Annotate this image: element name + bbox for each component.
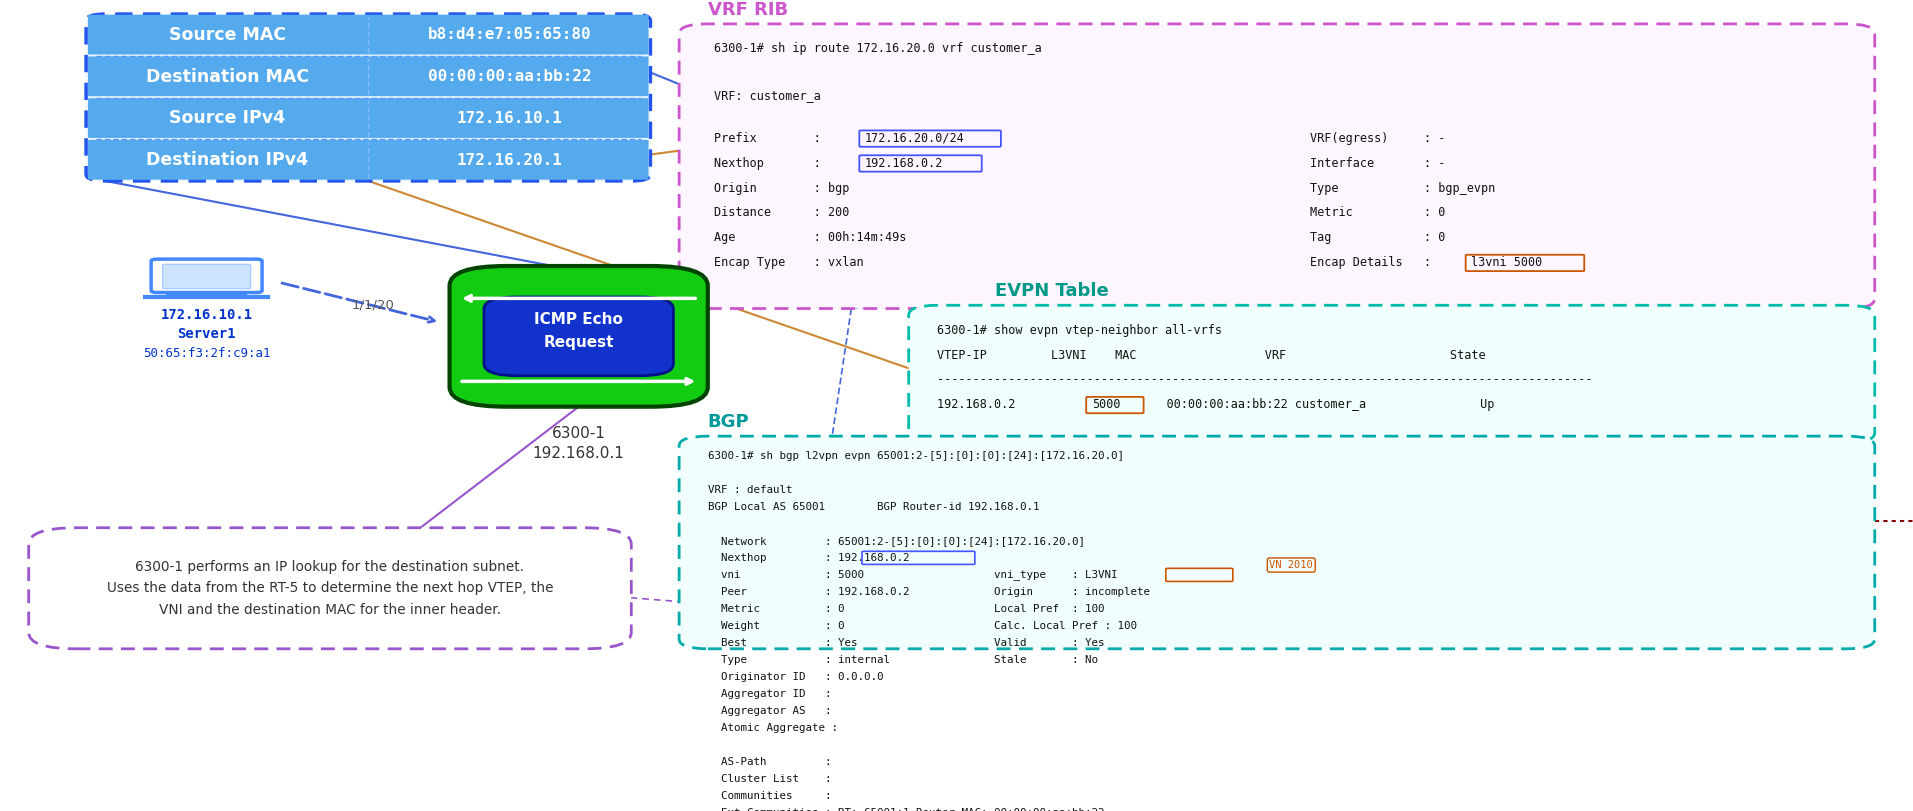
Text: Metric          : 0                       Local Pref  : 100: Metric : 0 Local Pref : 100 bbox=[708, 604, 1104, 614]
Text: 6300-1 performs an IP lookup for the destination subnet.
Uses the data from the : 6300-1 performs an IP lookup for the des… bbox=[107, 560, 553, 617]
FancyBboxPatch shape bbox=[88, 57, 649, 97]
Text: VRF: customer_a: VRF: customer_a bbox=[714, 89, 821, 102]
Text: Interface       : -: Interface : - bbox=[1310, 157, 1446, 169]
Text: Cluster List    :: Cluster List : bbox=[708, 774, 832, 784]
FancyBboxPatch shape bbox=[86, 14, 650, 181]
FancyBboxPatch shape bbox=[679, 24, 1875, 308]
FancyBboxPatch shape bbox=[151, 260, 262, 293]
Text: 192.168.0.2: 192.168.0.2 bbox=[865, 157, 943, 169]
FancyBboxPatch shape bbox=[88, 139, 649, 179]
Text: Metric          : 0: Metric : 0 bbox=[1310, 206, 1446, 219]
Text: Request: Request bbox=[543, 336, 614, 350]
Text: Originator ID   : 0.0.0.0: Originator ID : 0.0.0.0 bbox=[708, 672, 884, 682]
Text: Nexthop         : 192.168.0.2: Nexthop : 192.168.0.2 bbox=[708, 553, 909, 563]
Text: Source MAC: Source MAC bbox=[168, 26, 285, 44]
Text: Network         : 65001:2-[5]:[0]:[0]:[24]:[172.16.20.0]: Network : 65001:2-[5]:[0]:[0]:[24]:[172.… bbox=[708, 536, 1085, 546]
Text: b8:d4:e7:05:65:80: b8:d4:e7:05:65:80 bbox=[427, 28, 591, 42]
Text: Server1: Server1 bbox=[178, 327, 235, 341]
Text: BGP: BGP bbox=[708, 413, 750, 431]
Text: Weight          : 0                       Calc. Local Pref : 100: Weight : 0 Calc. Local Pref : 100 bbox=[708, 621, 1136, 631]
Text: Communities     :: Communities : bbox=[708, 791, 832, 801]
FancyBboxPatch shape bbox=[29, 528, 631, 649]
Text: Source IPv4: Source IPv4 bbox=[168, 109, 285, 127]
Text: Origin        : bgp: Origin : bgp bbox=[714, 182, 849, 195]
Text: 6300-1# sh bgp l2vpn evpn 65001:2-[5]:[0]:[0]:[24]:[172.16.20.0]: 6300-1# sh bgp l2vpn evpn 65001:2-[5]:[0… bbox=[708, 451, 1123, 461]
Text: Encap Details   :: Encap Details : bbox=[1310, 256, 1439, 269]
FancyBboxPatch shape bbox=[450, 266, 708, 406]
FancyBboxPatch shape bbox=[88, 15, 649, 54]
Text: AS-Path         :: AS-Path : bbox=[708, 757, 832, 767]
Text: 172.16.10.1: 172.16.10.1 bbox=[457, 111, 562, 126]
Text: Tag             : 0: Tag : 0 bbox=[1310, 231, 1446, 244]
Text: 6300-1: 6300-1 bbox=[551, 427, 606, 441]
Text: Destination IPv4: Destination IPv4 bbox=[145, 151, 308, 169]
Text: Type            : internal                Stale       : No: Type : internal Stale : No bbox=[708, 655, 1098, 665]
Text: vni             : 5000                    vni_type    : L3VNI: vni : 5000 vni_type : L3VNI bbox=[708, 569, 1117, 581]
Text: Aggregator ID   :: Aggregator ID : bbox=[708, 689, 832, 699]
Text: Destination MAC: Destination MAC bbox=[145, 67, 308, 86]
Text: VRF RIB: VRF RIB bbox=[708, 1, 788, 19]
Text: Encap Type    : vxlan: Encap Type : vxlan bbox=[714, 256, 863, 269]
Text: Best            : Yes                     Valid       : Yes: Best : Yes Valid : Yes bbox=[708, 638, 1104, 648]
Text: Distance      : 200: Distance : 200 bbox=[714, 206, 849, 219]
Text: 192.168.0.2: 192.168.0.2 bbox=[937, 398, 1052, 411]
Text: Peer            : 192.168.0.2             Origin      : incomplete: Peer : 192.168.0.2 Origin : incomplete bbox=[708, 587, 1150, 597]
Text: 172.16.20.0/24: 172.16.20.0/24 bbox=[865, 131, 964, 145]
Text: 00:00:00:aa:bb:22: 00:00:00:aa:bb:22 bbox=[427, 69, 591, 84]
Text: Type            : bgp_evpn: Type : bgp_evpn bbox=[1310, 182, 1496, 195]
Text: VRF : default: VRF : default bbox=[708, 485, 792, 495]
FancyBboxPatch shape bbox=[484, 297, 673, 375]
FancyBboxPatch shape bbox=[909, 305, 1875, 443]
Text: 192.168.0.1: 192.168.0.1 bbox=[532, 446, 626, 461]
Text: ICMP Echo: ICMP Echo bbox=[534, 312, 624, 328]
Text: VN 2010: VN 2010 bbox=[1270, 560, 1312, 570]
Text: 172.16.10.1: 172.16.10.1 bbox=[161, 307, 253, 321]
Text: --------------------------------------------------------------------------------: ----------------------------------------… bbox=[937, 373, 1594, 386]
Text: 6300-1# sh ip route 172.16.20.0 vrf customer_a: 6300-1# sh ip route 172.16.20.0 vrf cust… bbox=[714, 42, 1041, 55]
Text: l3vni 5000: l3vni 5000 bbox=[1471, 256, 1542, 269]
Text: 50:65:f3:2f:c9:a1: 50:65:f3:2f:c9:a1 bbox=[143, 347, 270, 360]
Text: Aggregator AS   :: Aggregator AS : bbox=[708, 706, 832, 716]
Text: Atomic Aggregate :: Atomic Aggregate : bbox=[708, 723, 838, 733]
Text: 00:00:00:aa:bb:22 customer_a                Up: 00:00:00:aa:bb:22 customer_a Up bbox=[1131, 398, 1494, 411]
Text: 172.16.20.1: 172.16.20.1 bbox=[457, 152, 562, 168]
Text: EVPN Table: EVPN Table bbox=[995, 282, 1108, 300]
Text: 1/1/20: 1/1/20 bbox=[352, 298, 394, 311]
Text: BGP Local AS 65001        BGP Router-id 192.168.0.1: BGP Local AS 65001 BGP Router-id 192.168… bbox=[708, 502, 1039, 512]
FancyBboxPatch shape bbox=[163, 264, 251, 289]
Text: Nexthop       :: Nexthop : bbox=[714, 157, 828, 169]
FancyBboxPatch shape bbox=[679, 436, 1875, 649]
Text: 6300-1# show evpn vtep-neighbor all-vrfs: 6300-1# show evpn vtep-neighbor all-vrfs bbox=[937, 324, 1222, 337]
Text: 5000: 5000 bbox=[1092, 398, 1121, 411]
Text: Age           : 00h:14m:49s: Age : 00h:14m:49s bbox=[714, 231, 907, 244]
Text: VTEP-IP         L3VNI    MAC                  VRF                       State: VTEP-IP L3VNI MAC VRF State bbox=[937, 349, 1486, 362]
Text: Prefix        :: Prefix : bbox=[714, 131, 828, 145]
Text: VRF(egress)     : -: VRF(egress) : - bbox=[1310, 131, 1446, 145]
FancyBboxPatch shape bbox=[88, 98, 649, 138]
Text: Ext-Communities : RT: 65001:1 Router MAC: 00:00:00:aa:bb:22: Ext-Communities : RT: 65001:1 Router MAC… bbox=[708, 808, 1104, 811]
